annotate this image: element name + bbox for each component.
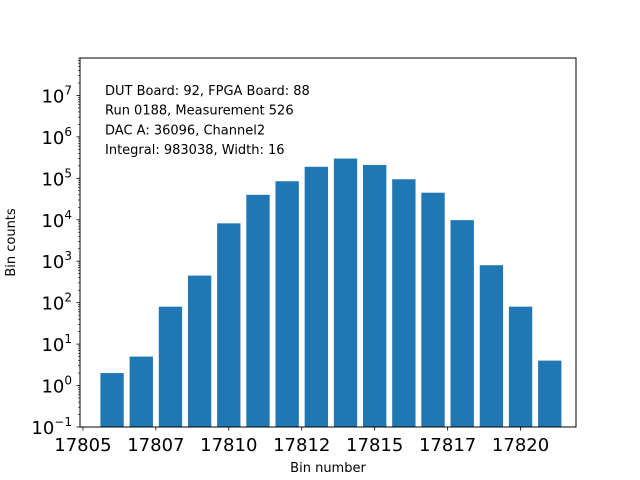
y-tick-label: 107	[41, 83, 72, 107]
y-tick-label: 106	[41, 125, 72, 149]
bar	[421, 192, 445, 427]
y-tick-label: 10−1	[31, 415, 72, 439]
y-tick-label: 104	[41, 208, 72, 232]
bars-group	[100, 158, 562, 428]
y-tick-base: 10	[41, 252, 64, 273]
y-tick-label: 105	[41, 166, 72, 190]
annotation-block: DUT Board: 92, FPGA Board: 88 Run 0188, M…	[105, 84, 310, 158]
y-tick-base: 10	[41, 335, 64, 356]
bar	[304, 166, 328, 428]
bar	[129, 356, 153, 427]
bar	[508, 306, 533, 427]
y-tick-base: 10	[41, 377, 64, 398]
bar	[187, 275, 212, 427]
bar	[450, 220, 474, 427]
y-tick-exponent: 6	[64, 125, 72, 139]
x-tick-label: 17805	[54, 435, 111, 456]
bar	[275, 181, 299, 427]
bar	[363, 164, 387, 427]
annotation-line: DUT Board: 92, FPGA Board: 88	[105, 84, 310, 99]
annotation-line: Integral: 983038, Width: 16	[105, 143, 285, 158]
y-tick-base: 10	[41, 294, 64, 315]
x-tick-label: 17807	[127, 435, 184, 456]
y-tick-exponent: 3	[64, 249, 72, 263]
y-tick-base: 10	[41, 128, 64, 149]
y-tick-base: 10	[31, 418, 54, 439]
bar	[217, 223, 241, 427]
y-tick-exponent: −1	[54, 415, 72, 429]
y-tick-base: 10	[41, 169, 64, 190]
y-tick-exponent: 5	[64, 166, 72, 180]
bar	[158, 306, 183, 427]
y-axis-label: Bin counts	[4, 208, 19, 277]
y-tick-exponent: 7	[64, 83, 72, 97]
bar	[333, 158, 358, 427]
y-tick-exponent: 2	[64, 291, 72, 305]
y-tick-exponent: 1	[64, 332, 72, 346]
y-tick-label: 103	[41, 249, 72, 273]
x-tick-label: 17820	[492, 435, 549, 456]
annotation-line: DAC A: 36096, Channel2	[105, 123, 265, 138]
x-axis-label: Bin number	[290, 461, 366, 476]
y-minor-ticks	[78, 57, 80, 415]
bar	[392, 179, 416, 427]
y-tick-label: 100	[41, 374, 72, 398]
bar	[246, 194, 270, 427]
x-tick-label: 17817	[419, 435, 476, 456]
plot-frame	[79, 57, 577, 428]
y-tick-exponent: 4	[64, 208, 72, 222]
x-tick-label: 17810	[200, 435, 257, 456]
bar	[538, 360, 562, 427]
x-tick-label: 17812	[273, 435, 330, 456]
y-tick-base: 10	[41, 211, 64, 232]
annotation-line: Run 0188, Measurement 526	[105, 104, 294, 119]
x-axis-ticks: 17805 17807 17810 17812 17815 17817 17820	[54, 427, 549, 456]
y-tick-exponent: 0	[64, 374, 72, 388]
bar	[100, 373, 124, 427]
x-tick-label: 17815	[346, 435, 403, 456]
y-tick-label: 102	[41, 291, 72, 315]
y-tick-base: 10	[41, 86, 64, 107]
y-tick-label: 101	[41, 332, 72, 356]
bar	[479, 265, 504, 427]
